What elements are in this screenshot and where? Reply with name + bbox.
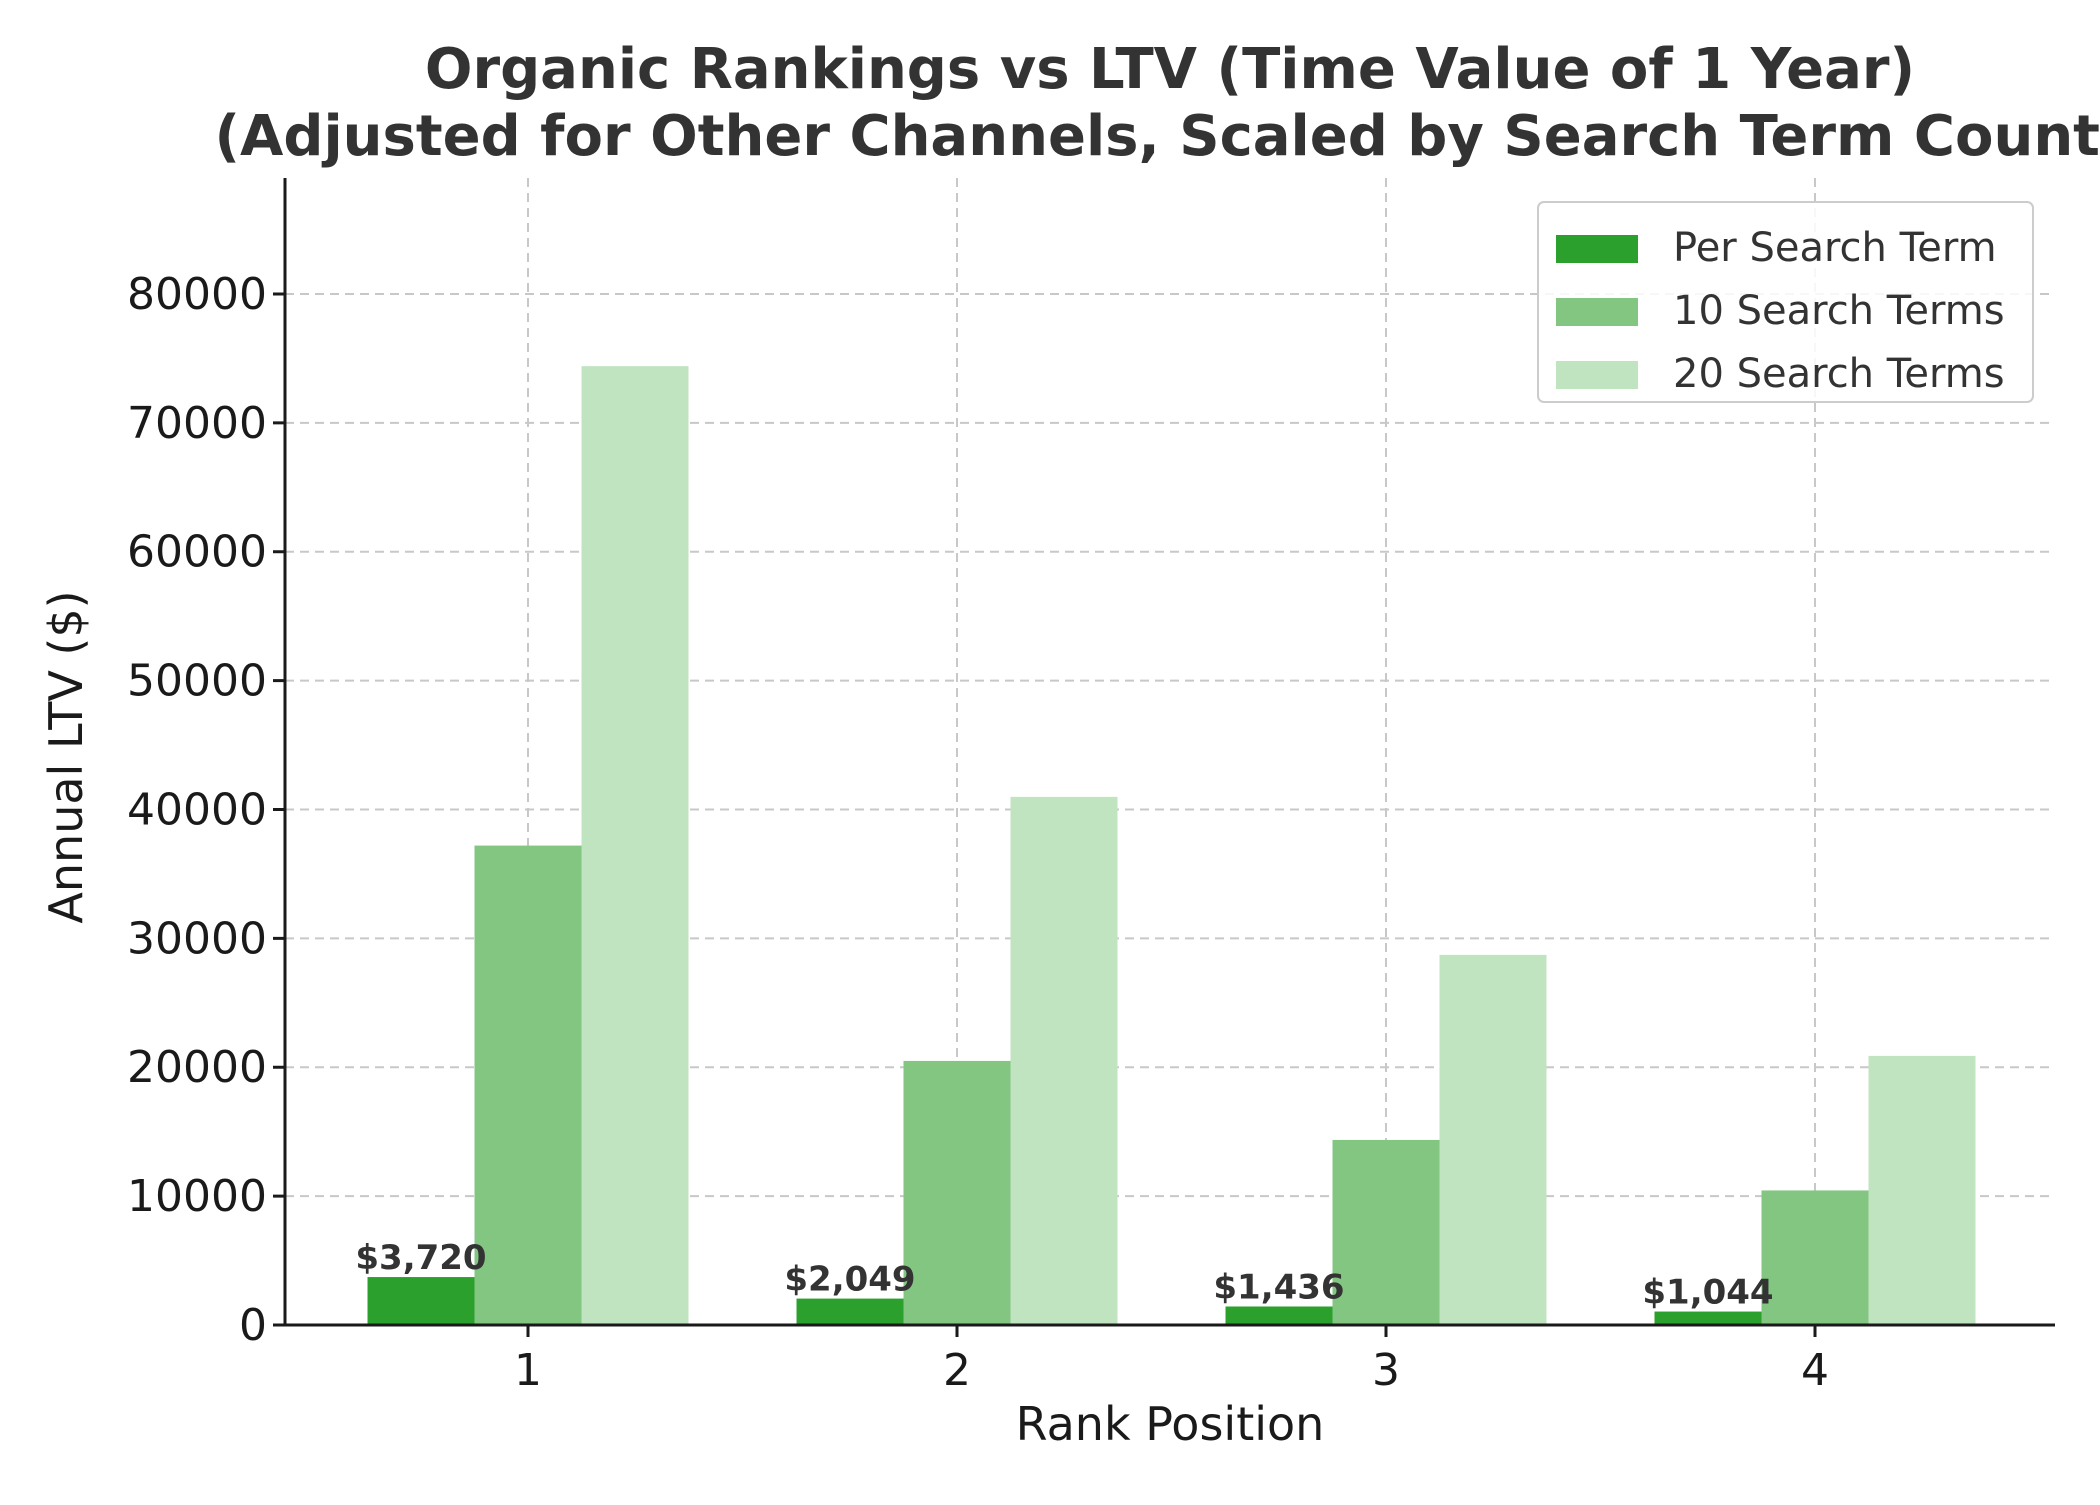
x-tick-label: 2	[943, 1345, 971, 1396]
legend-label: 10 Search Terms	[1673, 288, 2005, 334]
y-tick-label: 20000	[127, 1042, 267, 1093]
legend-swatch	[1556, 235, 1638, 263]
bar	[1439, 954, 1547, 1325]
legend-label: 20 Search Terms	[1673, 351, 2005, 397]
y-axis-label: Annual LTV ($)	[39, 590, 93, 923]
bar	[796, 1298, 904, 1325]
legend-box	[1537, 201, 2034, 403]
y-tick-label: 0	[239, 1300, 267, 1351]
legend-label: Per Search Term	[1673, 225, 1997, 271]
gridlines	[285, 178, 2055, 1325]
bar-value-label: $2,049	[784, 1260, 915, 1300]
bar	[1761, 1190, 1869, 1325]
x-tick-label: 4	[1801, 1345, 1829, 1396]
bar-value-label: $1,436	[1213, 1267, 1344, 1307]
bar	[1654, 1311, 1762, 1325]
y-tick-label: 50000	[127, 656, 267, 707]
x-tick-label: 1	[514, 1345, 542, 1396]
bar	[1332, 1139, 1440, 1325]
x-tick-label: 3	[1372, 1345, 1400, 1396]
bar-value-label: $1,044	[1642, 1273, 1773, 1313]
y-tick-label: 30000	[127, 913, 267, 964]
y-tick-label: 80000	[127, 269, 267, 320]
bars	[367, 366, 1976, 1325]
bar	[1225, 1306, 1333, 1325]
bar	[1868, 1055, 1976, 1325]
x-axis-label: Rank Position	[1016, 1397, 1325, 1451]
bar	[903, 1060, 1011, 1325]
axes: 0 10000 20000 30000 40000 50000 60000 70000 8000…	[127, 178, 2055, 1396]
legend-swatch	[1556, 361, 1638, 389]
y-tick-label: 40000	[127, 784, 267, 835]
y-tick-label: 60000	[127, 527, 267, 578]
y-tick-label: 70000	[127, 398, 267, 449]
legend: Per Search Term 10 Search Terms 20 Search …	[1537, 201, 2034, 403]
data-labels: $3,720 $2,049 $1,436 $1,044	[355, 1238, 1773, 1312]
bar	[367, 1277, 475, 1325]
legend-swatch	[1556, 298, 1638, 326]
chart-title-line-2: (Adjusted for Other Channels, Scaled by …	[214, 104, 2100, 169]
chart-title-line-1: Organic Rankings vs LTV (Time Value of 1…	[425, 37, 1915, 102]
bar	[581, 366, 689, 1325]
y-tick-label: 10000	[127, 1171, 267, 1222]
bar-value-label: $3,720	[355, 1238, 486, 1278]
bar	[474, 845, 582, 1325]
bar	[1010, 796, 1118, 1325]
